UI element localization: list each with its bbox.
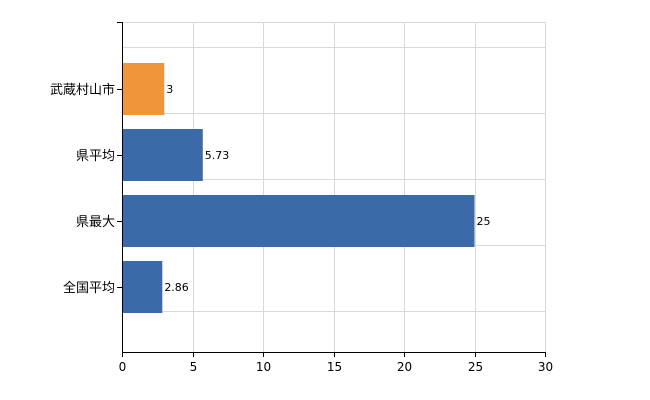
category-label-1: 県平均: [76, 149, 115, 164]
x-tick-label-25: 25: [468, 360, 483, 374]
x-tick-label-15: 15: [327, 360, 342, 374]
axes: [117, 22, 546, 357]
x-tick-label-30: 30: [538, 360, 553, 374]
x-tick-label-20: 20: [397, 360, 412, 374]
data-label-2: 25: [477, 215, 491, 228]
data-label-3: 2.86: [164, 281, 189, 294]
category-label-2: 県最大: [76, 215, 115, 230]
x-tick-label-5: 5: [190, 360, 198, 374]
category-label-3: 全国平均: [63, 280, 115, 296]
data-label-1: 5.73: [205, 149, 230, 162]
bar-3: [122, 261, 163, 313]
bar-0: [122, 63, 165, 115]
bars: [122, 63, 475, 313]
category-label-0: 武蔵村山市: [50, 82, 115, 98]
data-label-0: 3: [166, 83, 173, 96]
labels: 3 武蔵村山市 5.73 県平均 25 県最大 2.86 全国平均 0 5 10 15 20 25 30: [50, 82, 553, 374]
x-tick-label-0: 0: [119, 360, 127, 374]
grid-lines: [122, 22, 546, 352]
x-tick-label-10: 10: [256, 360, 271, 374]
bar-2: [122, 195, 475, 247]
bar-1: [122, 129, 203, 181]
